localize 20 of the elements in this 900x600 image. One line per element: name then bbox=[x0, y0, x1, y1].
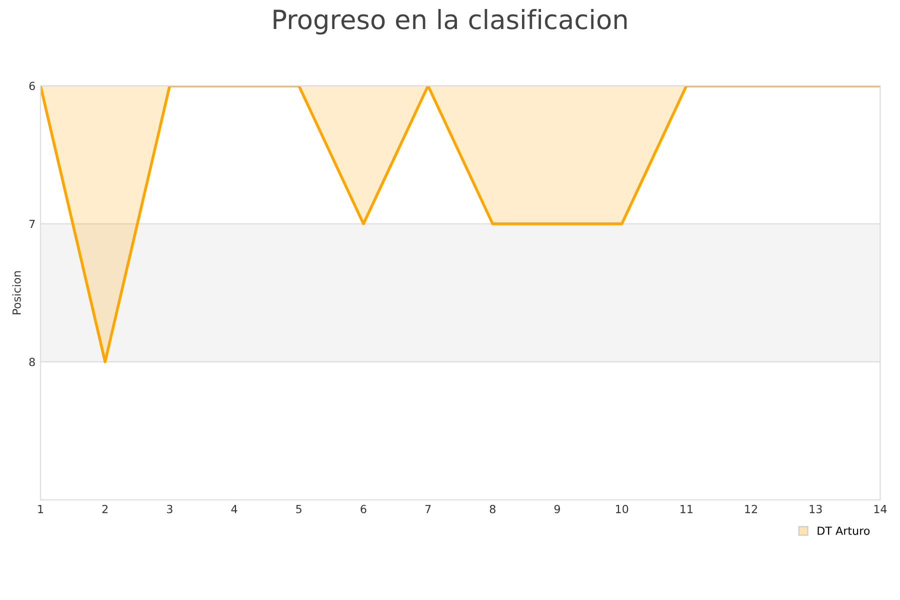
x-tick-label: 6 bbox=[360, 504, 366, 514]
x-tick-label: 1 bbox=[38, 505, 44, 514]
x-tick-label: 12 bbox=[745, 504, 757, 514]
x-tick-label: 8 bbox=[490, 504, 496, 514]
x-tick-label: 9 bbox=[554, 504, 560, 514]
x-tick-label: 3 bbox=[166, 504, 172, 514]
x-tick-label: 13 bbox=[810, 504, 822, 514]
x-tick-label: 10 bbox=[616, 504, 628, 514]
y-tick-label: 6 bbox=[29, 82, 35, 90]
x-tick-label: 2 bbox=[102, 504, 108, 514]
y-tick-label: 7 bbox=[29, 220, 35, 228]
x-tick-label: 4 bbox=[231, 505, 238, 514]
x-tick-label: 14 bbox=[874, 505, 887, 514]
x-tick-label: 11 bbox=[680, 505, 692, 514]
x-tick-label: 5 bbox=[296, 505, 302, 514]
chart-title: Progreso en la clasificacion bbox=[274, 9, 627, 35]
y-tick-label: 8 bbox=[29, 358, 35, 366]
y-axis-title: Posicion bbox=[12, 271, 21, 314]
x-tick-label: 7 bbox=[425, 505, 431, 514]
legend-label: DT Arturo bbox=[818, 526, 870, 535]
